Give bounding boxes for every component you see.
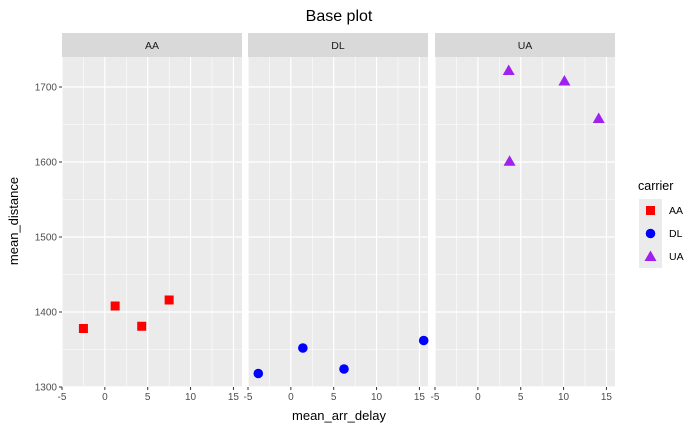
x-tick-label: -5 (58, 392, 67, 403)
y-axis-title: mean_distance (6, 177, 21, 265)
x-tick-label: 5 (518, 392, 524, 403)
x-tick-label: 5 (145, 392, 151, 403)
data-point-dl (418, 335, 429, 346)
data-point-aa (164, 295, 174, 305)
facet-panel-ua: UA -5 0 5 10 15 (431, 33, 615, 403)
legend-symbol-ua (644, 250, 657, 261)
data-point-aa (78, 324, 88, 333)
facet-strip-label: AA (145, 40, 159, 52)
x-tick-label: 15 (228, 392, 240, 403)
y-axis: 1300 1400 1500 1600 1700 (35, 83, 62, 394)
facet-panel-dl: DL -5 0 5 10 15 (244, 33, 429, 403)
y-tick-label: 1500 (35, 233, 58, 244)
x-tick-label: 10 (185, 392, 197, 403)
legend-symbol-aa (646, 206, 655, 215)
y-tick-label: 1700 (35, 83, 58, 94)
data-point-ua (503, 155, 516, 166)
legend-label: UA (669, 251, 684, 263)
facet-panels: AA -5 0 5 10 15 DL -5 0 5 10 15 UA -5 0 5 10 15 (58, 33, 615, 403)
data-point-dl (253, 368, 264, 379)
x-tick-label: 15 (601, 392, 613, 403)
data-point-ua (502, 64, 515, 75)
panel-background (248, 57, 428, 387)
data-point-dl (298, 343, 308, 353)
x-tick-label: -5 (244, 392, 253, 403)
facet-strip (248, 33, 428, 57)
facet-strip-label: DL (331, 40, 345, 52)
x-tick-label: 0 (102, 392, 108, 403)
legend-label: AA (669, 205, 683, 217)
facet-strip (62, 33, 242, 57)
x-tick-label: 10 (371, 392, 383, 403)
legend-label: DL (669, 228, 683, 240)
chart-title: Base plot (306, 8, 373, 25)
x-tick-label: 15 (414, 392, 426, 403)
x-tick-label: 0 (288, 392, 294, 403)
data-point-aa (110, 301, 120, 311)
legend-title: carrier (638, 179, 673, 193)
legend: carrier AA DL UA (638, 179, 684, 268)
y-tick-label: 1600 (35, 158, 58, 169)
data-point-ua (558, 75, 571, 86)
x-tick-label: 0 (475, 392, 481, 403)
data-point-dl (339, 364, 349, 374)
x-tick-label: 5 (331, 392, 337, 403)
facet-panel-aa: AA -5 0 5 10 15 (58, 33, 242, 403)
facet-strip (435, 33, 615, 57)
x-tick-label: 10 (558, 392, 570, 403)
x-axis-title: mean_arr_delay (292, 408, 386, 423)
data-point-aa (137, 321, 147, 331)
panel-background (62, 57, 242, 387)
facet-strip-label: UA (518, 40, 533, 52)
y-tick-label: 1300 (35, 383, 58, 394)
y-tick-label: 1400 (35, 308, 58, 319)
x-tick-label: -5 (431, 392, 440, 403)
legend-symbol-dl (645, 228, 656, 239)
data-point-ua (592, 112, 605, 123)
panel-background (435, 57, 615, 387)
